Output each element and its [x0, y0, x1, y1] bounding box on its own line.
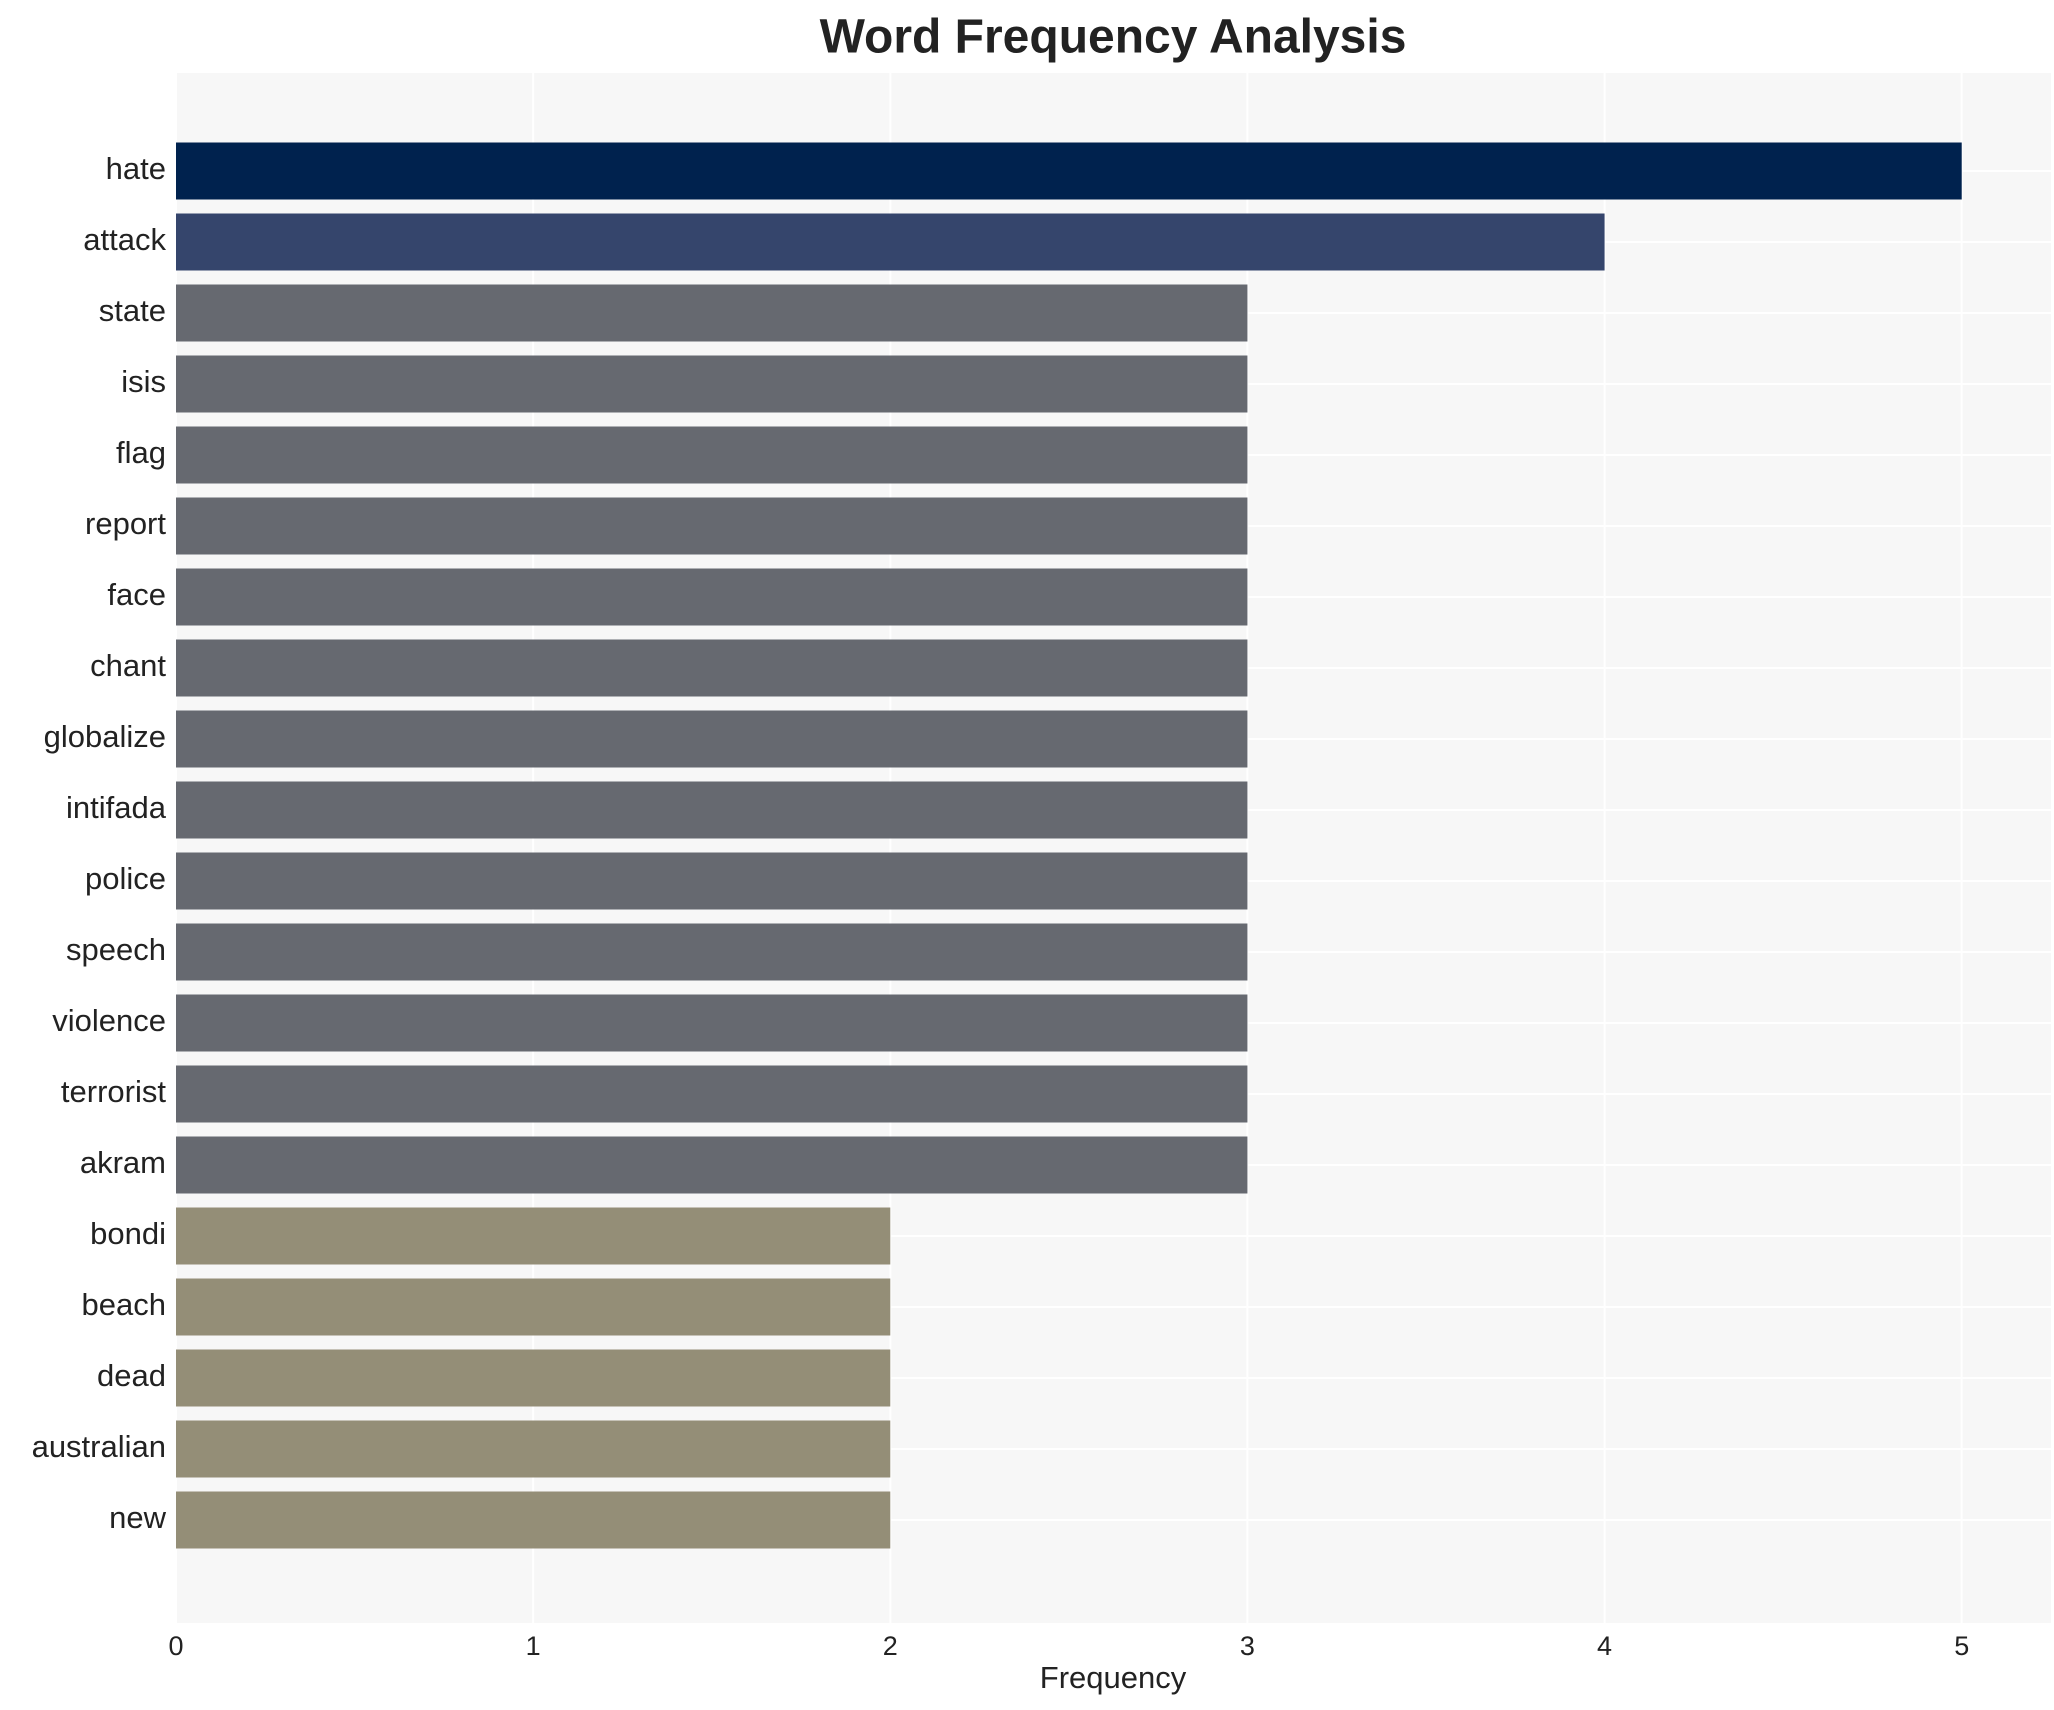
bar: [176, 1136, 1248, 1194]
bar: [176, 426, 1248, 484]
chart-title: Word Frequency Analysis: [820, 11, 1407, 64]
y-tick-label: dead: [97, 1358, 166, 1393]
y-tick-label: isis: [121, 364, 166, 399]
bar: [176, 142, 1962, 200]
y-tick-label: report: [85, 506, 166, 541]
y-tick-label: face: [107, 577, 166, 612]
bar: [176, 639, 1248, 697]
bar: [176, 1278, 891, 1336]
x-tick-label: 5: [1954, 1631, 1969, 1661]
bar: [176, 213, 1605, 271]
y-tick-label: police: [85, 861, 166, 896]
y-tick-label: globalize: [44, 719, 166, 754]
bar: [176, 1491, 891, 1549]
y-tick-label: intifada: [66, 790, 167, 825]
x-tick-label: 4: [1597, 1631, 1612, 1661]
y-tick-label: attack: [83, 222, 166, 257]
bar: [176, 781, 1248, 839]
bar: [176, 923, 1248, 981]
bar: [176, 1207, 891, 1265]
y-tick-label: state: [99, 293, 166, 328]
bar: [176, 1349, 891, 1407]
y-tick-label: flag: [116, 435, 166, 470]
y-tick-label: violence: [52, 1003, 166, 1038]
bar: [176, 710, 1248, 768]
y-tick-label: australian: [32, 1429, 166, 1464]
y-tick-label: terrorist: [61, 1074, 166, 1109]
bar: [176, 994, 1248, 1052]
x-tick-label: 1: [526, 1631, 541, 1661]
x-axis-title: Frequency: [1040, 1660, 1187, 1695]
bar: [176, 568, 1248, 626]
y-tick-label: chant: [90, 648, 166, 683]
y-tick-label: hate: [106, 151, 166, 186]
y-tick-label: akram: [80, 1145, 166, 1180]
bar: [176, 852, 1248, 910]
bar: [176, 1065, 1248, 1123]
y-tick-label: bondi: [90, 1216, 166, 1251]
x-tick-label: 2: [883, 1631, 898, 1661]
bar: [176, 497, 1248, 555]
bar: [176, 355, 1248, 413]
bar: [176, 284, 1248, 342]
x-tick-label: 0: [168, 1631, 183, 1661]
y-tick-label: new: [109, 1500, 166, 1535]
x-tick-label: 3: [1240, 1631, 1255, 1661]
y-tick-label: speech: [66, 932, 166, 967]
bar: [176, 1420, 891, 1478]
y-tick-label: beach: [82, 1287, 166, 1322]
